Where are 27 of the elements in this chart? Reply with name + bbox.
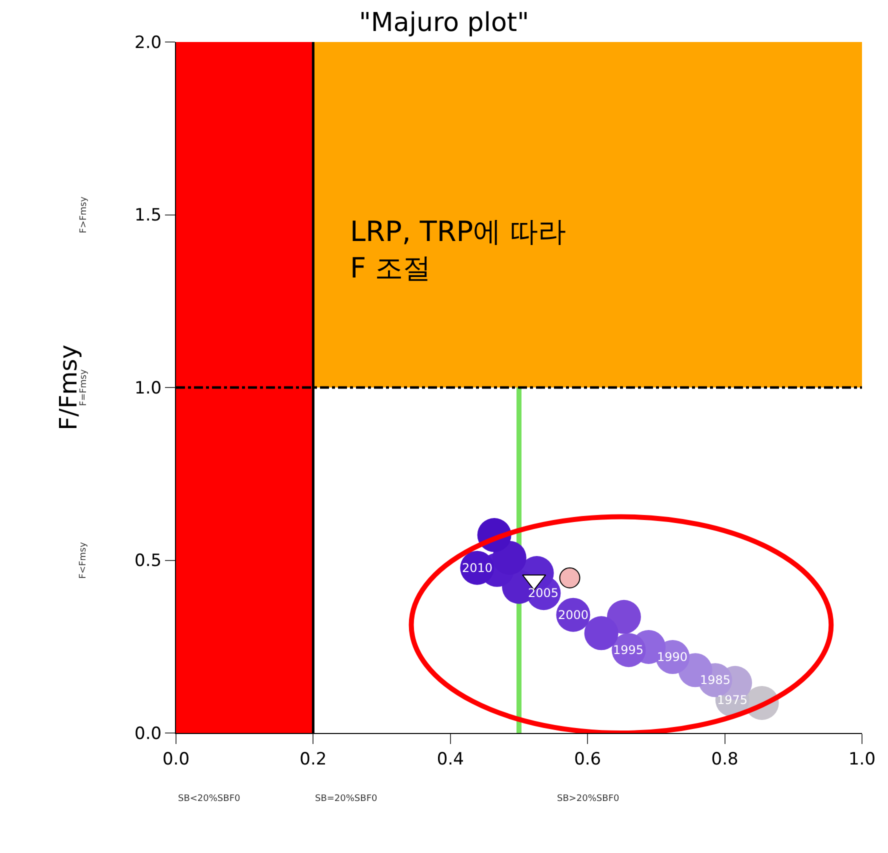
- x-tick-label: 1.0: [848, 749, 876, 770]
- y-tick-label: 0.5: [134, 551, 162, 572]
- text: F>Fmsy: [78, 196, 89, 234]
- annotation: 1995: [613, 643, 644, 657]
- y-tick-label: 1.5: [134, 206, 162, 226]
- annotation: 2000: [558, 608, 589, 622]
- x-tick-label: 0.4: [436, 749, 464, 770]
- annotation: 1975: [717, 693, 748, 707]
- x-tick-label: 0.6: [574, 749, 602, 770]
- annotation: 1985: [700, 673, 731, 687]
- y-tick-label: 1.0: [134, 378, 162, 398]
- annotation: 2010: [462, 561, 493, 575]
- text: F<Fmsy: [78, 541, 88, 579]
- point: [606, 600, 641, 634]
- text: SB>20%SBF0: [557, 794, 620, 804]
- chart-title: "Majuro plot": [358, 8, 530, 38]
- x-tick-label: 0.8: [711, 749, 738, 770]
- annotation: 2005: [528, 586, 559, 600]
- x-tick-label: 0.0: [162, 749, 190, 770]
- point: [559, 567, 580, 588]
- text: SB<20%SBF0: [178, 794, 240, 804]
- text: SB=20%SBF0: [315, 794, 378, 804]
- y-tick-label: 2.0: [134, 32, 162, 53]
- y-tick-label: 0.0: [134, 724, 162, 744]
- x-tick-label: 0.2: [300, 749, 327, 770]
- annotation: LRP, TRP에 따라 F 조절: [350, 215, 566, 284]
- annotation: 1990: [657, 650, 688, 664]
